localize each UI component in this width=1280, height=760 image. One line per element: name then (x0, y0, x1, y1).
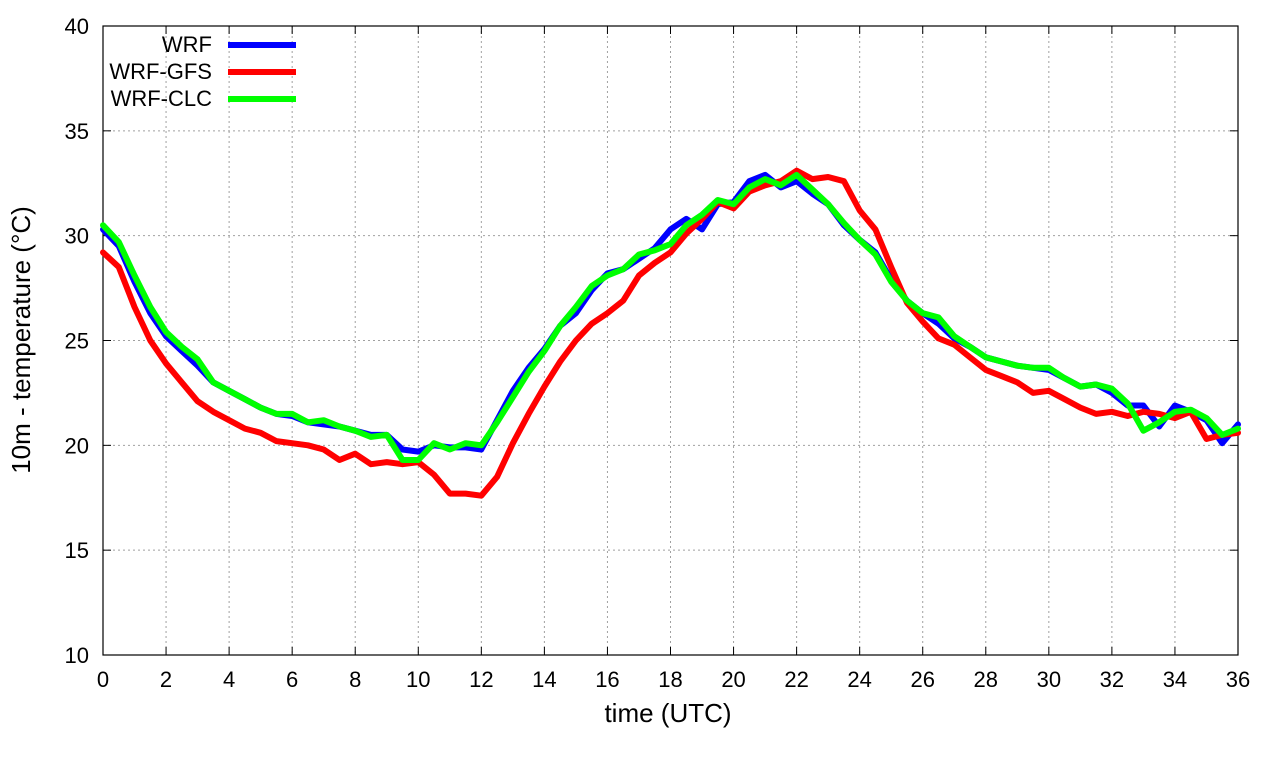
legend-label: WRF (162, 32, 212, 57)
grid-lines (103, 26, 1238, 655)
x-tick-label: 36 (1226, 667, 1250, 692)
y-axis-ticks: 10 15 20 25 30 35 40 (65, 14, 1238, 668)
series-line-wrf-gfs (100, 167, 1241, 499)
x-tick-label: 28 (974, 667, 998, 692)
x-tick-label: 8 (349, 667, 361, 692)
y-tick-label: 35 (65, 119, 89, 144)
legend-label: WRF-CLC (111, 86, 213, 111)
x-tick-label: 10 (406, 667, 430, 692)
x-tick-label: 12 (469, 667, 493, 692)
y-tick-label: 30 (65, 224, 89, 249)
x-tick-label: 20 (721, 667, 745, 692)
y-tick-label: 20 (65, 433, 89, 458)
y-tick-label: 40 (65, 14, 89, 39)
y-tick-label: 10 (65, 643, 89, 668)
series-lines (100, 167, 1241, 499)
legend-label: WRF-GFS (109, 59, 212, 84)
x-tick-label: 32 (1100, 667, 1124, 692)
x-tick-label: 22 (784, 667, 808, 692)
y-tick-label: 15 (65, 538, 89, 563)
series-line-wrf-clc (100, 171, 1241, 463)
y-axis-title: 10m - temperature (°C) (6, 206, 36, 474)
x-tick-label: 26 (910, 667, 934, 692)
x-tick-label: 4 (223, 667, 235, 692)
x-axis-ticks: 0 2 4 6 8 10 12 14 16 18 20 22 24 26 28 30 32 34 36 (97, 26, 1250, 692)
x-tick-label: 0 (97, 667, 109, 692)
x-tick-label: 18 (658, 667, 682, 692)
y-tick-label: 25 (65, 329, 89, 354)
x-tick-label: 6 (286, 667, 298, 692)
x-tick-label: 14 (532, 667, 556, 692)
x-tick-label: 34 (1163, 667, 1187, 692)
x-tick-label: 16 (595, 667, 619, 692)
x-tick-label: 2 (160, 667, 172, 692)
x-axis-title: time (UTC) (604, 698, 731, 728)
x-tick-label: 30 (1037, 667, 1061, 692)
x-tick-label: 24 (847, 667, 871, 692)
